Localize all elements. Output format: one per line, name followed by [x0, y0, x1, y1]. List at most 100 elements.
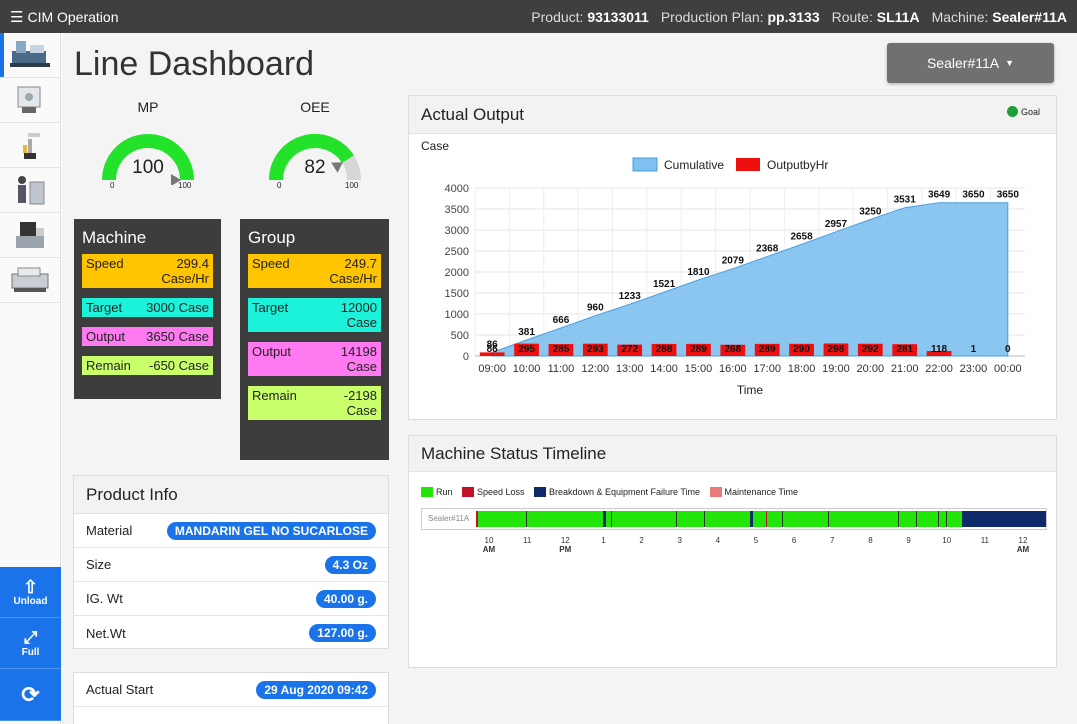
timeline-stop-mark — [946, 511, 947, 527]
hamburger-menu-icon[interactable]: ☰ — [10, 8, 24, 26]
chart-xtick-label: 16:00 — [719, 363, 747, 375]
timeline-stop-mark — [676, 511, 677, 527]
expand-icon: ⤢ — [23, 627, 38, 647]
timeline-tick: 8 — [858, 536, 882, 545]
chart-xtick-label: 14:00 — [650, 363, 678, 375]
chart-bar-outputbyhr — [892, 344, 918, 356]
actual-start-row: Actual Start 29 Aug 2020 09:42 — [74, 673, 388, 707]
timeline-stop-mark — [603, 511, 606, 527]
page-title: Line Dashboard — [74, 45, 315, 83]
machine-panel-title: Machine — [82, 228, 147, 247]
chart-bar-outputbyhr — [926, 351, 952, 356]
packaging-icon — [16, 222, 44, 248]
robot-arm-icon — [23, 133, 40, 159]
timeline-tick: 10 — [935, 536, 959, 545]
chart-xlabel: Time — [737, 383, 764, 397]
timeline-tick: 4 — [706, 536, 730, 545]
igwt-label: IG. Wt — [86, 591, 123, 606]
machine-value: Sealer#11A — [992, 8, 1067, 25]
igwt-value: 40.00 g. — [315, 589, 376, 608]
sidebar-item-printer-machine[interactable] — [0, 258, 60, 303]
machine-remain-row: Remain -650 Case — [82, 356, 213, 375]
chart-xtick-label: 12:00 — [582, 363, 610, 375]
chart-xtick-label: 11:00 — [548, 363, 575, 375]
timeline-tick-label: 10 — [484, 536, 494, 545]
timeline-tick-sublabel: PM — [559, 545, 572, 554]
chart-ytick-label: 1500 — [445, 288, 469, 300]
chart-bar-outputbyhr — [789, 343, 814, 356]
chart-area-data-label: 2079 — [722, 256, 745, 267]
netwt-label: Net.Wt — [86, 625, 126, 641]
product-netwt-row: Net.Wt 127.00 g. — [74, 616, 388, 650]
machine-select-dropdown[interactable]: Sealer#11A ▼ — [887, 43, 1054, 83]
chart-bar-data-label: 289 — [690, 344, 707, 355]
group-remain-row: Remain -2198 Case — [248, 386, 381, 420]
timeline-tick-label: 8 — [868, 536, 873, 545]
refresh-button[interactable]: ⟳ — [0, 669, 61, 721]
chart-bar-outputbyhr — [720, 344, 746, 356]
unload-button[interactable]: ⇧ Unload — [0, 567, 61, 618]
chart-legend-label-cumulative: Cumulative — [664, 158, 724, 172]
gauge-mp-value: 100 — [132, 157, 164, 178]
timeline-stop-mark — [526, 511, 527, 527]
chart-bar-outputbyhr — [754, 343, 780, 356]
chart-bar-outputbyhr — [479, 352, 505, 356]
group-remain-unit: Case — [346, 403, 377, 418]
chart-area-data-label: 3650 — [962, 190, 985, 201]
timeline-axis: 10 AM 11 12 PM 1 2 3 4 5 6 7 8 9 10 11 12 AM — [409, 536, 1058, 566]
legend-run-label: Run — [436, 487, 453, 497]
group-target-row: Target 12000 Case — [248, 298, 381, 332]
machine-output-label: Output — [86, 329, 126, 344]
timeline-stop-mark — [898, 511, 899, 527]
group-speed-value: 249.7 — [344, 256, 377, 271]
route-label: Route: — [831, 8, 873, 25]
timeline-stop-mark — [938, 511, 939, 527]
legend-breakdown-label: Breakdown & Equipment Failure Time — [548, 487, 701, 497]
chart-area-data-label: 3649 — [928, 190, 951, 201]
sidebar-item-packaging[interactable] — [0, 213, 60, 258]
group-panel: Group Speed 249.7 Case/Hr Target 12000 Cas… — [240, 219, 389, 460]
timeline-tick: 7 — [820, 536, 844, 545]
chart-bar-data-label: 1 — [971, 344, 977, 355]
start-info-card: Actual Start 29 Aug 2020 09:42 — [73, 672, 389, 724]
timeline-breakdown-segment[interactable] — [962, 511, 1046, 527]
timeline-bar[interactable] — [476, 511, 1046, 527]
timeline-stop-mark — [704, 511, 705, 527]
chart-bar-data-label: 0 — [1005, 344, 1011, 355]
chart-bar-data-label: 118 — [931, 344, 948, 355]
chart-bar-data-label: 288 — [656, 344, 673, 355]
chart-area-data-label: 666 — [553, 315, 570, 326]
chart-legend-label-outputbyhr: OutputbyHr — [767, 158, 828, 172]
chart-xtick-label: 22:00 — [925, 363, 953, 375]
refresh-icon: ⟳ — [21, 681, 40, 707]
material-value: MANDARIN GEL NO SUCARLOSE — [166, 521, 376, 540]
sidebar-item-robot-arm[interactable] — [0, 123, 60, 168]
gauge-oee-label: OEE — [300, 99, 330, 115]
sidebar-item-filling-machine[interactable] — [0, 33, 60, 78]
chart-bar-data-label: 289 — [759, 344, 776, 355]
actual-start-label: Actual Start — [86, 682, 154, 697]
sidebar-item-worker[interactable] — [0, 168, 60, 213]
group-panel-title: Group — [248, 228, 296, 247]
chart-bar-data-label: 86 — [487, 344, 499, 355]
timeline-tick-label: 4 — [715, 536, 721, 545]
group-target-value: 12000 — [340, 300, 377, 315]
app-brand[interactable]: ☰ CIM Operation — [10, 8, 119, 26]
sidebar-item-conveyor[interactable] — [0, 78, 60, 123]
product-material-row: Material MANDARIN GEL NO SUCARLOSE — [74, 514, 388, 548]
chart-xtick-label: 19:00 — [822, 363, 850, 375]
actual-output-card: Actual Output Goal Case 0 500 1000 1500 2000 2… — [408, 95, 1057, 420]
timeline-tick-sublabel: AM — [482, 545, 496, 554]
plan-value: pp.3133 — [767, 8, 820, 25]
filling-machine-icon — [10, 41, 50, 67]
upload-icon: ⇧ — [22, 576, 39, 597]
gauge-oee: OEE 82 0 100 — [255, 95, 375, 195]
full-button[interactable]: ⤢ Full — [0, 618, 61, 669]
group-output-unit: Case — [346, 359, 377, 374]
chart-xtick-label: 00:00 — [994, 363, 1022, 375]
actual-output-chart: Case 0 500 1000 1500 2000 2500 3000 3500 4000 09:0… — [421, 139, 1025, 397]
timeline-tick-label: 3 — [677, 536, 682, 545]
chart-bar-data-label: 295 — [518, 344, 535, 355]
chart-bar-data-label: 292 — [862, 344, 879, 355]
app-title: CIM Operation — [27, 8, 119, 25]
